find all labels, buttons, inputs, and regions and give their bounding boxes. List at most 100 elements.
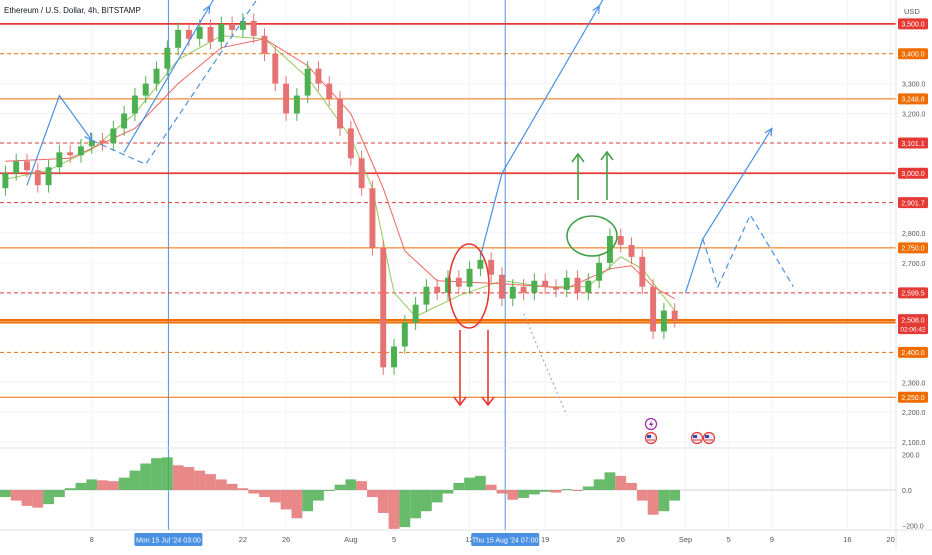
lightning-icon[interactable]: [644, 417, 658, 431]
oscillator-bar: [43, 490, 54, 505]
time-tick-label: 8: [90, 535, 94, 544]
level-tag: [898, 391, 928, 403]
oscillator-bar: [507, 490, 519, 500]
projection-path-mid-dots: [523, 313, 568, 416]
oscillator-bar: [669, 490, 681, 501]
candle-body: [185, 29, 192, 39]
candle-body: [552, 286, 559, 290]
oscillator-bar: [64, 488, 76, 490]
oscillator-bar: [485, 484, 497, 490]
candle-body: [650, 286, 657, 332]
time-tick-label: 5: [727, 535, 731, 544]
oscillator-bar: [151, 458, 162, 490]
candle-body: [304, 68, 311, 96]
oscillator-bar: [183, 467, 195, 490]
time-axis[interactable]: 8 22 26 Aug 5 12 19 26 Sep 5 9 16 20 Mon 15 Jul '24 0…: [90, 533, 895, 546]
oscillator-bar: [237, 488, 249, 490]
candle-body: [401, 322, 408, 347]
candle-body: [131, 95, 138, 114]
candle-body: [477, 259, 484, 269]
oscillator-bar: [21, 490, 33, 506]
oscillator-bar: [280, 490, 292, 510]
oscillator-bar: [248, 490, 260, 494]
candle-body: [347, 128, 354, 159]
oscillator-bar: [550, 490, 562, 493]
oscillator-bar: [107, 481, 119, 490]
us-flag-icon[interactable]: [690, 431, 704, 445]
symbol-title: Ethereum / U.S. Dollar, 4h, BITSTAMP: [4, 6, 141, 15]
level-tag: [898, 242, 928, 254]
oscillator-bar: [269, 490, 281, 503]
candle-body: [563, 277, 570, 290]
projection-path-right-dash: [702, 213, 794, 289]
candle-body: [412, 304, 419, 323]
us-flag-icon[interactable]: [644, 431, 658, 445]
level-tag-label: 3,400.0: [901, 52, 924, 59]
oscillator-bar: [140, 463, 152, 490]
oscillator-bar: [86, 479, 98, 490]
projection-paths: [26, 0, 794, 416]
level-tag-label: 2,599.5: [901, 291, 924, 298]
us-flag-icon[interactable]: [702, 431, 716, 445]
projection-path-rally: [123, 0, 214, 153]
level-tag: [898, 167, 928, 179]
candle-body: [121, 113, 128, 129]
oscillator-bar: [172, 465, 184, 490]
oscillator-bar: [259, 490, 270, 498]
time-tick-label: 26: [282, 535, 290, 544]
time-tick-label: 12: [465, 535, 473, 544]
red-arrow-down-2: [481, 330, 495, 407]
price-tick-label: 2,100.0: [902, 440, 925, 447]
oscillator-bar: [10, 490, 22, 501]
level-tag-label: 2,901.7: [901, 200, 924, 207]
candle-body: [628, 244, 635, 257]
oscillator-bar: [431, 490, 443, 503]
level-tag-label: 2,400.0: [901, 350, 924, 357]
oscillator-bar: [410, 490, 422, 519]
candle-body: [671, 310, 678, 321]
price-axis[interactable]: 3,300.0 3,200.0 2,800.0 2,700.0 2,300.0 2,200…: [898, 18, 928, 447]
ema-slow-line: [5, 38, 675, 300]
candle-body: [272, 53, 279, 84]
oscillator-bar: [474, 475, 486, 490]
candles: [2, 13, 678, 375]
candle-body: [77, 146, 84, 156]
candle-body: [326, 83, 333, 99]
projection-arrowhead: [84, 132, 93, 142]
oscillator-bar: [53, 490, 65, 498]
oscillator-bar: [367, 490, 378, 498]
time-highlight-tag: [471, 533, 540, 546]
candle-body: [34, 170, 41, 186]
candle-body: [434, 286, 441, 293]
candle-body: [164, 47, 171, 69]
time-highlight-tag: [134, 533, 203, 546]
oscillator-bar: [658, 490, 670, 512]
price-tick-label: 2,800.0: [902, 231, 925, 238]
oscillator-bar: [313, 490, 324, 501]
oscillator-bar: [626, 482, 637, 490]
level-tag: [898, 137, 928, 149]
time-tick-label: 26: [617, 535, 625, 544]
candle-body: [574, 277, 581, 293]
candle-body: [239, 20, 246, 30]
price-tick-label: 2,700.0: [902, 261, 925, 268]
candle-body: [499, 274, 505, 299]
candle-body: [67, 152, 74, 156]
candle-body: [315, 68, 322, 84]
candle-body: [585, 280, 592, 293]
current-price-tag: [898, 314, 928, 335]
level-tag: [898, 197, 928, 209]
time-tick-label: 22: [239, 535, 247, 544]
projection-arrowhead: [764, 127, 773, 137]
candle-body: [283, 83, 290, 114]
price-tick-label: 2,200.0: [902, 410, 925, 417]
level-tag: [898, 48, 928, 60]
candle-body: [229, 23, 236, 30]
candle-body: [142, 83, 149, 96]
candle-body: [56, 152, 63, 168]
time-tick-label: 5: [392, 535, 396, 544]
candle-body: [110, 128, 117, 144]
